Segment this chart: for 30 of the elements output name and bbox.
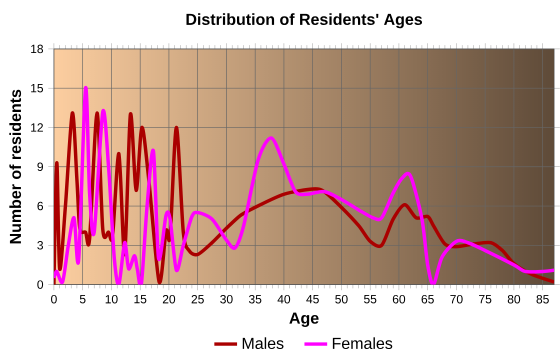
y-tick-label: 18 [31, 44, 44, 54]
x-tick-label: 65 [422, 294, 434, 304]
x-tick-label: 25 [192, 294, 204, 304]
y-tick-label: 9 [37, 162, 43, 171]
x-tick-label: 85 [536, 294, 549, 304]
x-tick-label: 20 [162, 294, 176, 304]
x-axis-title: Age [289, 312, 319, 327]
chart-title: Distribution of Residents' Ages [186, 13, 422, 28]
x-tick-label: 35 [248, 294, 262, 304]
x-tick-label: 5 [80, 294, 86, 304]
x-tick-label: 40 [278, 294, 290, 304]
x-tick-label: 75 [479, 294, 492, 304]
x-tick-label: 70 [450, 294, 463, 304]
x-tick-label: 60 [392, 294, 406, 304]
y-tick-label: 0 [37, 280, 44, 289]
y-tick-label: 6 [37, 202, 44, 210]
y-axis-title: Number of residents [9, 90, 22, 244]
x-tick-label: 55 [364, 294, 376, 304]
y-tick-label: 12 [31, 123, 43, 132]
y-tick-label: 3 [37, 240, 44, 250]
legend-label: Males [242, 337, 284, 349]
legend-label: Females [332, 337, 392, 349]
x-tick-label: 45 [306, 294, 319, 304]
x-tick-label: 80 [508, 294, 520, 304]
x-tick-label: 30 [220, 294, 233, 304]
x-tick-label: 10 [106, 294, 118, 304]
x-tick-label: 50 [335, 294, 348, 304]
x-tick-label: 0 [51, 294, 57, 304]
y-tick-label: 15 [31, 84, 44, 92]
x-tick-label: 15 [134, 294, 146, 304]
